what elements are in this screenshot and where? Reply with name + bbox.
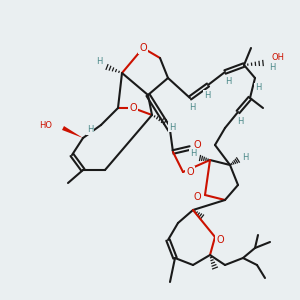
Text: O: O	[193, 140, 201, 150]
Text: H: H	[204, 91, 210, 100]
Text: H: H	[269, 64, 275, 73]
Text: O: O	[216, 235, 224, 245]
Text: H: H	[225, 77, 231, 86]
Text: O: O	[193, 192, 201, 202]
Text: H: H	[96, 58, 102, 67]
Text: O: O	[186, 167, 194, 177]
Polygon shape	[62, 126, 83, 138]
Text: OH: OH	[272, 52, 285, 62]
Text: H: H	[255, 83, 261, 92]
Text: H: H	[87, 125, 93, 134]
Text: H: H	[169, 122, 175, 131]
Text: H: H	[189, 103, 195, 112]
Text: H: H	[242, 152, 248, 161]
Text: H: H	[190, 148, 196, 158]
Text: HO: HO	[39, 121, 52, 130]
Text: H: H	[237, 118, 243, 127]
Text: O: O	[139, 43, 147, 53]
Text: O: O	[129, 103, 137, 113]
